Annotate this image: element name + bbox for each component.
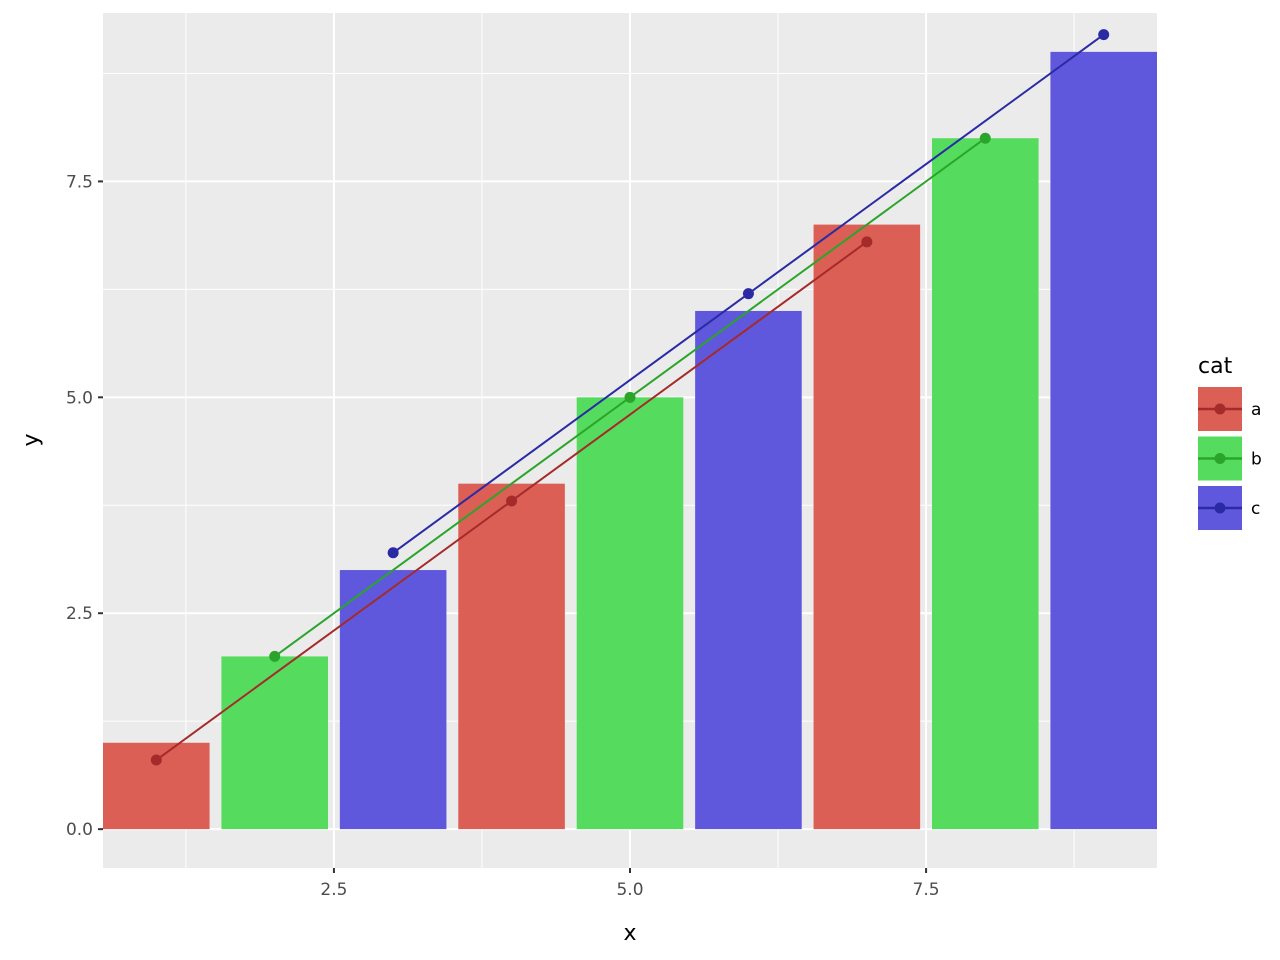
bar-b-5 xyxy=(576,397,684,830)
bar-c-6 xyxy=(695,310,802,830)
x-tick-label: 5.0 xyxy=(616,880,643,900)
point-a-7 xyxy=(861,236,873,248)
y-tick-label: 7.5 xyxy=(66,172,93,192)
bar-c-9 xyxy=(1050,51,1157,830)
legend-label-b: b xyxy=(1251,450,1262,470)
y-tick-label: 5.0 xyxy=(66,388,93,408)
point-b-2 xyxy=(269,650,281,662)
legend-key-point-b xyxy=(1214,453,1226,464)
x-tick-label: 2.5 xyxy=(320,880,347,900)
bar-a-7 xyxy=(813,224,921,830)
point-b-5 xyxy=(624,391,636,403)
point-c-3 xyxy=(387,547,399,559)
point-c-9 xyxy=(1098,29,1110,41)
x-axis: 2.5 5.0 7.5 xyxy=(320,868,940,900)
point-a-4 xyxy=(506,495,518,507)
points-layer xyxy=(150,29,1110,766)
legend-key-point-c xyxy=(1214,502,1226,514)
bar-b-8 xyxy=(931,138,1039,830)
bar-b-2 xyxy=(221,656,329,830)
x-axis-title: x xyxy=(623,921,636,946)
bar-a-4 xyxy=(458,483,565,830)
bar-c-3 xyxy=(339,570,447,830)
point-c-6 xyxy=(742,288,754,300)
x-tick-label: 7.5 xyxy=(913,880,940,900)
legend-label-c: c xyxy=(1251,499,1260,519)
bars-layer xyxy=(103,51,1157,830)
legend-key-point-a xyxy=(1214,403,1226,415)
y-axis-title: y xyxy=(19,433,44,446)
point-a-1 xyxy=(150,754,162,766)
y-tick-label: 2.5 xyxy=(66,604,93,624)
y-tick-label: 0.0 xyxy=(66,820,93,840)
y-axis: 0.0 2.5 5.0 7.5 xyxy=(66,172,103,840)
point-b-8 xyxy=(979,132,991,144)
legend-label-a: a xyxy=(1251,400,1261,420)
legend-title: cat xyxy=(1198,354,1233,379)
legend: cat a b c xyxy=(1198,354,1262,530)
